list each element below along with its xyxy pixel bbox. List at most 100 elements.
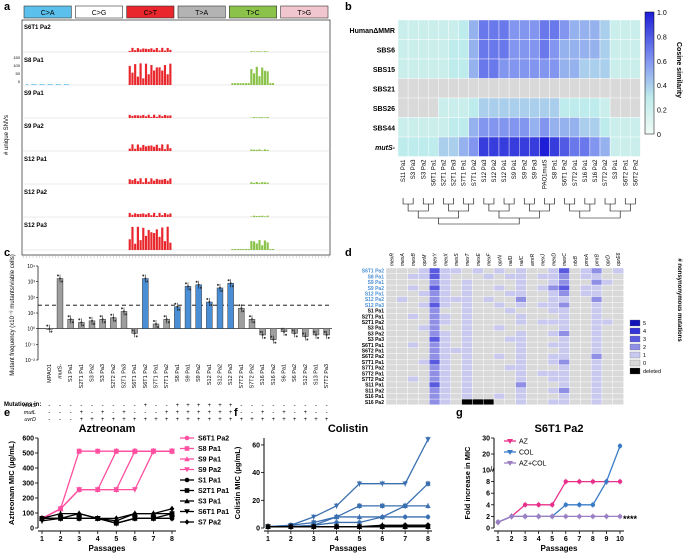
gene-cell	[504, 393, 516, 400]
gene-cell	[537, 302, 549, 309]
replicate-point	[46, 324, 49, 327]
gene-cell	[493, 296, 506, 303]
snv-bar	[134, 64, 137, 85]
gene-cell	[418, 370, 430, 377]
heatmap-cell	[539, 19, 550, 40]
snv-bar	[242, 249, 245, 250]
mutations-label: Mutations in:	[4, 402, 41, 408]
legend-label: S7 Pa2	[198, 520, 221, 527]
heatmap-cell	[569, 78, 581, 99]
gene-cell	[526, 279, 538, 286]
gene-cell	[601, 267, 614, 274]
mutation-mark: +	[176, 417, 180, 423]
data-point	[357, 520, 362, 525]
heatmap-cell	[448, 136, 459, 157]
snv-bar	[236, 83, 239, 85]
mutation-mark: +	[165, 410, 169, 416]
legend-swatch	[629, 359, 641, 367]
snv-bar	[253, 215, 256, 217]
legend-label: 4	[643, 329, 646, 335]
snv-bar	[128, 50, 131, 52]
gene-cell	[526, 302, 538, 309]
heatmap-cell	[539, 39, 550, 60]
gene-cell	[483, 324, 495, 331]
dendrogram-link	[448, 204, 469, 212]
heatmap-cell	[498, 78, 510, 99]
gene-cell	[558, 324, 570, 331]
colorbar-tick: 0.2	[657, 108, 667, 115]
gene-cell	[461, 359, 473, 366]
gene-cell	[547, 359, 560, 366]
replicate-point	[176, 305, 179, 308]
gene-cell	[407, 347, 419, 354]
gene-cell	[439, 359, 452, 366]
data-point	[184, 488, 190, 493]
gene-cell	[418, 267, 430, 274]
snv-bar	[150, 65, 153, 85]
replicate-point	[103, 321, 106, 324]
y-axis-label: Fold increase in MIC	[463, 446, 472, 520]
mutation-mark: +	[208, 417, 212, 423]
replicate-point	[327, 336, 330, 339]
y-tick-label: 10¹	[28, 311, 36, 317]
mutation-mark: -	[251, 403, 253, 409]
panel-letter-g: g	[456, 407, 463, 419]
gene-cell	[526, 341, 538, 349]
replicate-point	[144, 277, 147, 280]
gene-cell	[537, 393, 549, 400]
mutation-mark: -	[59, 403, 61, 409]
gene-cell	[601, 387, 614, 394]
dendrogram-link	[407, 204, 429, 212]
snv-bar	[163, 65, 167, 85]
heatmap-cell	[559, 117, 570, 138]
heatmap-cell	[539, 97, 550, 118]
gene-cell	[580, 324, 592, 331]
data-point	[169, 448, 175, 455]
gene-cell	[601, 279, 614, 286]
chart-title: Colistin	[328, 423, 369, 435]
snv-bar	[144, 235, 148, 250]
substitution-header-label: T>C	[246, 10, 259, 17]
gene-cell	[537, 324, 549, 331]
gene-cell	[569, 273, 581, 280]
category-label: S12 Pa2	[303, 364, 309, 385]
gene-cell	[504, 341, 516, 349]
x-tick-label: 3	[312, 536, 316, 543]
heatmap-cell	[630, 19, 641, 40]
gene-cell	[569, 393, 581, 400]
mutation-mark: +	[80, 417, 84, 423]
heatmap-cell	[620, 136, 631, 157]
gene-cell	[504, 336, 516, 343]
gene-cell	[515, 387, 527, 394]
heatmap-cell	[620, 117, 631, 138]
gene-cell	[601, 330, 614, 337]
snv-bar	[253, 51, 256, 52]
gene-cell	[418, 284, 430, 292]
gene-cell	[429, 336, 441, 343]
panel-letter-c: c	[4, 247, 10, 259]
heatmap-cell	[478, 117, 490, 138]
replicate-point	[283, 330, 285, 333]
gene-cell	[472, 370, 484, 377]
heatmap-cell	[539, 136, 550, 157]
gene-cell	[385, 273, 398, 280]
gene-cell	[612, 376, 624, 383]
panel-b-cosine-heatmap: HumanΔMMR SBS6 SBS15 SBS21 SBS26 SBS44 mutS- S1…	[350, 10, 682, 225]
gene-cell	[429, 359, 441, 366]
heatmap-cell	[407, 117, 419, 138]
replicate-point	[295, 335, 298, 338]
snv-bar	[169, 148, 172, 151]
gene-cell	[429, 341, 441, 349]
data-point	[380, 514, 385, 520]
gene-cell	[429, 347, 441, 354]
replicate-point	[323, 330, 326, 333]
heatmap-cell	[559, 78, 570, 99]
gene-cell	[439, 387, 452, 394]
series-line	[268, 524, 428, 528]
heatmap-cell	[559, 97, 570, 118]
dendrogram-link	[438, 218, 520, 225]
gene-cell	[396, 376, 408, 383]
gene-cell	[493, 324, 506, 331]
gene-cell	[493, 313, 506, 320]
